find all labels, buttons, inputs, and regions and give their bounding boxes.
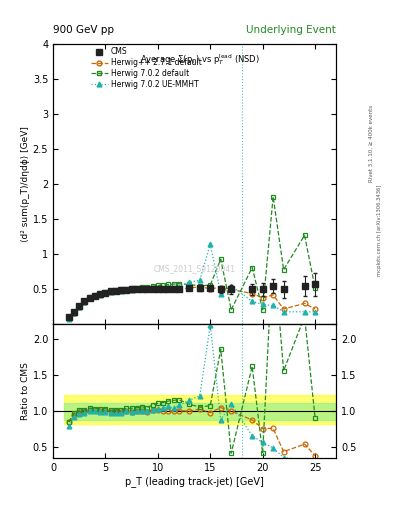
Text: mcplots.cern.ch [arXiv:1306.3436]: mcplots.cern.ch [arXiv:1306.3436] [377, 185, 382, 276]
Text: Underlying Event: Underlying Event [246, 25, 336, 35]
X-axis label: p_T (leading track-jet) [GeV]: p_T (leading track-jet) [GeV] [125, 476, 264, 487]
Y-axis label: ⟨d² sum(p_T)/dηdϕ⟩ [GeV]: ⟨d² sum(p_T)/dηdϕ⟩ [GeV] [21, 126, 30, 242]
Text: 900 GeV pp: 900 GeV pp [53, 25, 114, 35]
Text: Rivet 3.1.10, ≥ 400k events: Rivet 3.1.10, ≥ 400k events [369, 105, 374, 182]
Text: Average $\Sigma$(p$_T$) vs p$_T^{\rm lead}$ (NSD): Average $\Sigma$(p$_T$) vs p$_T^{\rm lea… [140, 52, 260, 67]
Y-axis label: Ratio to CMS: Ratio to CMS [21, 362, 30, 420]
Legend: CMS, Herwig++ 2.7.1 default, Herwig 7.0.2 default, Herwig 7.0.2 UE-MMHT: CMS, Herwig++ 2.7.1 default, Herwig 7.0.… [91, 47, 202, 89]
Text: CMS_2011_S9120041: CMS_2011_S9120041 [154, 264, 235, 273]
